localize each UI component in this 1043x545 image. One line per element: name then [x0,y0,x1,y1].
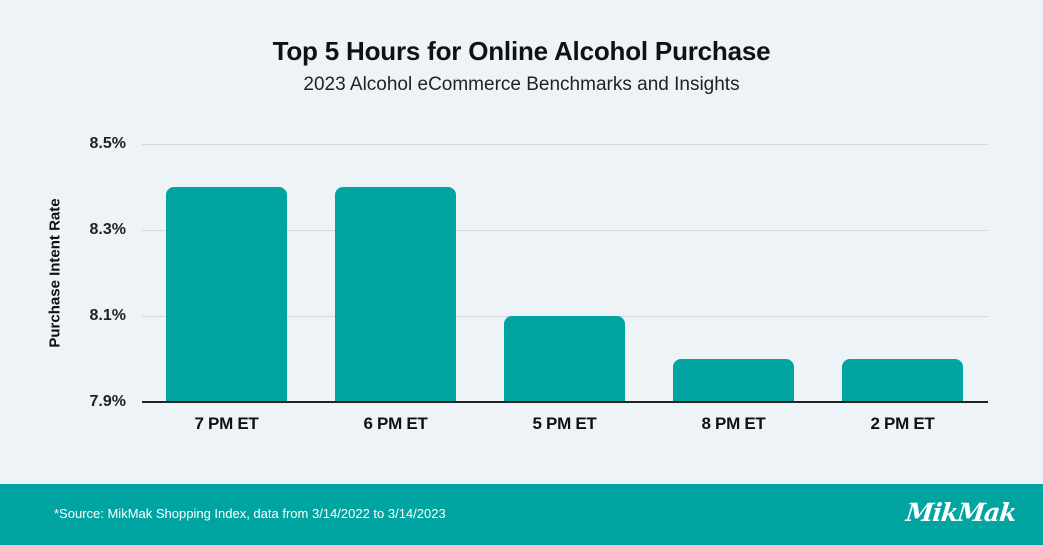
bar [673,359,794,402]
bar [504,316,625,402]
x-axis-line [142,401,988,403]
x-tick-label: 5 PM ET [532,414,597,433]
x-tick-label: 2 PM ET [870,414,935,433]
y-tick-label: 8.5% [89,135,126,152]
y-axis-label: Purchase Intent Rate [46,198,64,348]
y-tick-label: 8.1% [89,307,126,324]
source-note: *Source: MikMak Shopping Index, data fro… [54,506,446,521]
chart-subtitle: 2023 Alcohol eCommerce Benchmarks and In… [303,74,740,95]
y-tick-label: 8.3% [89,221,126,238]
gridline [142,230,988,231]
footer-band: *Source: MikMak Shopping Index, data fro… [0,484,1043,545]
bar [166,187,287,402]
x-tick-label: 7 PM ET [194,414,259,433]
mikmak-logo: MikMak [904,498,1018,527]
x-tick-label: 6 PM ET [363,414,428,433]
x-tick-label: 8 PM ET [701,414,766,433]
gridline [142,144,988,145]
y-tick-label: 7.9% [89,393,126,410]
bar [842,359,963,402]
bar [335,187,456,402]
chart-title: Top 5 Hours for Online Alcohol Purchase [272,36,771,66]
